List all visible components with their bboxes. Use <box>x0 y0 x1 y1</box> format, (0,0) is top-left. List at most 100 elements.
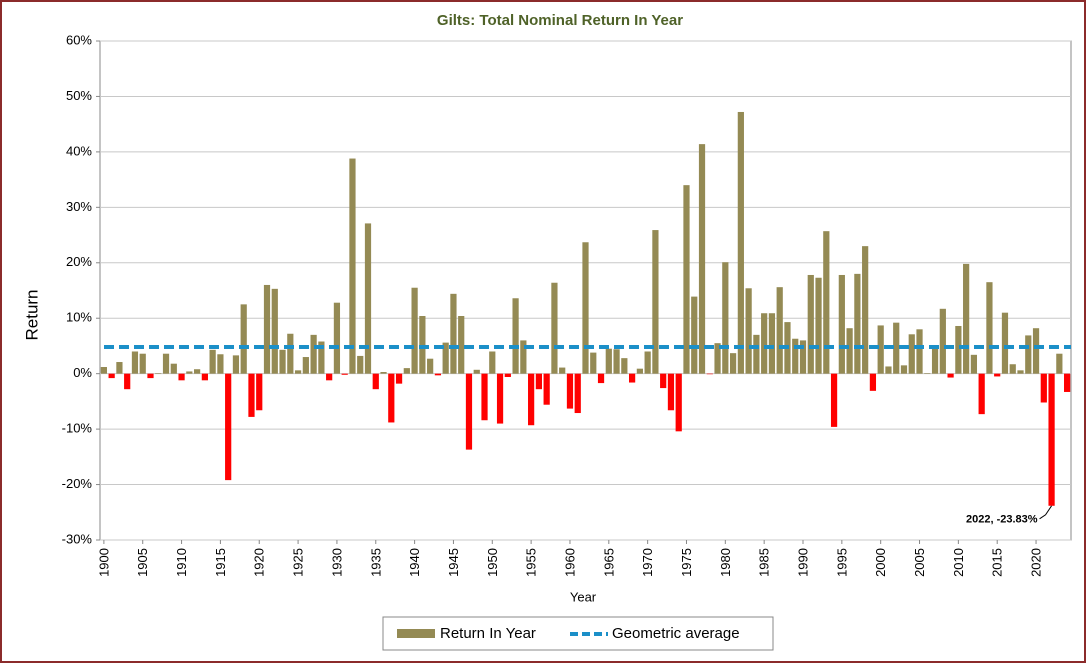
bar <box>862 246 869 374</box>
x-tick-label: 1900 <box>96 548 111 577</box>
x-tick-label: 1970 <box>640 548 655 577</box>
bar <box>217 354 224 374</box>
bar <box>924 373 931 374</box>
x-tick-label: 1925 <box>291 548 306 577</box>
legend-label: Geometric average <box>612 625 740 642</box>
bar <box>566 373 574 409</box>
bar <box>939 308 946 374</box>
bar <box>131 351 139 374</box>
bar <box>209 349 216 374</box>
bar <box>1017 370 1024 374</box>
bar <box>737 111 744 374</box>
bar <box>395 373 403 384</box>
y-tick-label: -30% <box>62 531 93 546</box>
y-axis-label: Return <box>22 289 41 340</box>
bar <box>629 373 636 383</box>
legend-label: Return In Year <box>440 625 536 642</box>
bar <box>753 334 760 374</box>
bar <box>364 223 372 374</box>
bar <box>621 358 628 374</box>
bar <box>807 274 814 374</box>
x-tick-label: 1935 <box>368 548 383 577</box>
bar <box>372 373 379 390</box>
bar <box>597 373 605 384</box>
bar <box>768 313 776 374</box>
bar <box>473 369 480 374</box>
bar <box>450 293 457 374</box>
bar <box>559 367 566 374</box>
legend-swatch <box>397 629 435 638</box>
bar <box>605 348 612 374</box>
bar <box>225 373 232 481</box>
x-tick-label: 1905 <box>135 548 150 577</box>
bar <box>551 282 558 374</box>
y-tick-label: 10% <box>66 310 92 325</box>
bar <box>978 373 985 415</box>
bar <box>535 373 542 390</box>
bar <box>271 288 278 374</box>
bar <box>660 373 667 389</box>
x-tick-label: 1940 <box>407 548 422 577</box>
bar <box>675 373 682 432</box>
bar <box>341 373 348 375</box>
y-tick-label: -20% <box>62 476 93 491</box>
bar <box>287 333 294 374</box>
x-tick-label: 1975 <box>679 548 694 577</box>
bar <box>1001 312 1009 374</box>
x-tick-label: 1915 <box>213 548 228 577</box>
bar <box>916 329 923 374</box>
bar <box>691 296 698 374</box>
bar <box>652 230 659 374</box>
bar <box>1040 373 1047 403</box>
bar <box>116 362 123 374</box>
bar <box>815 277 822 374</box>
bar <box>830 373 838 427</box>
bar <box>823 231 830 374</box>
bar <box>427 358 434 374</box>
bar <box>333 302 341 374</box>
bar <box>357 355 364 374</box>
bar <box>294 370 302 374</box>
bar <box>326 373 333 381</box>
x-tick-label: 1990 <box>796 548 811 577</box>
x-tick-label: 1995 <box>834 548 849 577</box>
x-tick-label: 2000 <box>873 548 888 577</box>
annotation: 2022, -23.83% <box>966 514 1038 526</box>
bar <box>465 373 473 450</box>
x-tick-label: 1930 <box>329 548 344 577</box>
y-tick-label: -10% <box>62 421 93 436</box>
bar <box>434 373 442 376</box>
bar <box>970 354 978 374</box>
x-tick-label: 1985 <box>757 548 772 577</box>
x-tick-label: 1950 <box>485 548 500 577</box>
bar <box>496 373 504 424</box>
bar <box>263 284 271 374</box>
bar <box>248 373 255 417</box>
bar <box>722 262 729 374</box>
bar <box>279 349 286 374</box>
x-tick-label: 1980 <box>718 548 733 577</box>
y-tick-label: 30% <box>66 199 92 214</box>
bar <box>799 340 807 374</box>
bar <box>994 373 1001 377</box>
bar <box>240 304 247 374</box>
bar <box>155 373 162 374</box>
bar <box>761 313 768 374</box>
bar <box>986 282 993 374</box>
bar <box>543 373 550 405</box>
bar <box>458 316 465 374</box>
bar <box>310 334 317 374</box>
bar <box>877 325 884 374</box>
bar <box>667 373 675 411</box>
bar <box>504 373 511 377</box>
bar <box>590 352 597 374</box>
bar <box>512 298 519 374</box>
bar <box>729 353 737 374</box>
bar <box>947 373 954 378</box>
bar <box>714 343 721 374</box>
y-tick-label: 50% <box>66 88 92 103</box>
bar <box>838 274 845 374</box>
bar <box>170 363 177 374</box>
bar <box>108 373 115 379</box>
x-tick-label: 1955 <box>524 548 539 577</box>
